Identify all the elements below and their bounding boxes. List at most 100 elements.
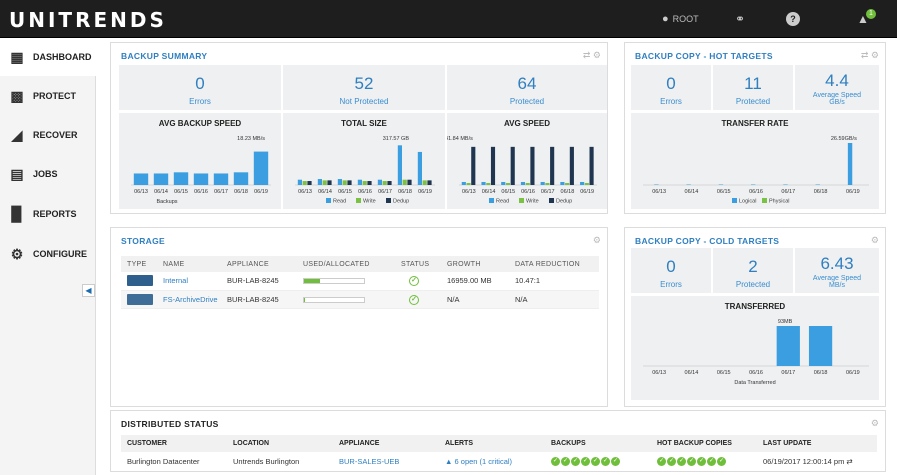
bar-dedup[interactable]	[367, 181, 372, 185]
bar-write[interactable]	[382, 181, 387, 185]
bar-dedup[interactable]	[327, 180, 332, 185]
bar-write[interactable]	[466, 182, 471, 185]
bar-write[interactable]	[505, 182, 511, 185]
stat-not-protected[interactable]: 52 Not Protected	[283, 65, 445, 110]
col-location[interactable]: LOCATION	[227, 435, 333, 452]
alert-bell-icon[interactable]: ▲	[857, 12, 869, 26]
bar-write[interactable]	[565, 182, 570, 185]
sidebar-item-jobs[interactable]: ▤ JOBS	[0, 155, 96, 193]
bar-dedup[interactable]	[510, 146, 515, 185]
col-backups[interactable]: BACKUPS	[545, 435, 651, 452]
refresh-icon[interactable]: ⇄	[860, 50, 869, 60]
col-growth[interactable]: GROWTH	[441, 256, 509, 272]
bar-write[interactable]	[486, 182, 491, 185]
bar-write[interactable]	[545, 182, 550, 185]
stat-errors[interactable]: 0 Errors	[631, 248, 711, 293]
sidebar-item-protect[interactable]: ▩ PROTECT	[0, 77, 96, 115]
col-status[interactable]: STATUS	[395, 256, 441, 272]
stat-protected[interactable]: 64 Protected	[447, 65, 607, 110]
stat-errors[interactable]: 0 Errors	[119, 65, 281, 110]
sidebar-item-dashboard[interactable]: ▦ DASHBOARD	[0, 38, 96, 76]
bar-dedup[interactable]	[490, 146, 496, 185]
bar-backups[interactable]	[133, 173, 149, 185]
bar-logical[interactable]	[847, 143, 853, 185]
bar-read[interactable]	[397, 145, 402, 185]
sidebar-item-reports[interactable]: ▉ REPORTS	[0, 195, 96, 233]
bar-write[interactable]	[342, 180, 347, 185]
branches-icon[interactable]: ⚭	[734, 12, 746, 26]
col-last-update[interactable]: LAST UPDATE	[757, 435, 877, 452]
bar-dedup[interactable]	[569, 146, 574, 185]
bar-write[interactable]	[322, 180, 327, 185]
bar-read[interactable]	[501, 181, 506, 185]
bar-dedup[interactable]	[347, 180, 352, 185]
stat-protected[interactable]: 11 Protected	[713, 65, 793, 110]
bar-dedup[interactable]	[427, 180, 432, 185]
col-reduction[interactable]: DATA REDUCTION	[509, 256, 599, 272]
stat-protected[interactable]: 2 Protected	[713, 248, 793, 293]
stat-average-speed[interactable]: 6.43 Average Speed MB/s	[795, 248, 879, 293]
bar-backups[interactable]	[193, 173, 209, 185]
bar-read[interactable]	[481, 181, 486, 185]
settings-icon[interactable]: ⚙	[592, 50, 601, 60]
col-customer[interactable]: CUSTOMER	[121, 435, 227, 452]
bar-read[interactable]	[540, 181, 545, 185]
settings-icon[interactable]: ⚙	[870, 418, 879, 428]
bar-data-transferred[interactable]	[776, 326, 800, 366]
col-name[interactable]: NAME	[157, 256, 221, 272]
stat-errors[interactable]: 0 Errors	[631, 65, 711, 110]
bar-read[interactable]	[560, 181, 565, 185]
help-icon[interactable]: ?	[786, 12, 800, 26]
bar-backups[interactable]	[213, 173, 229, 185]
col-appliance[interactable]: APPLIANCE	[333, 435, 439, 452]
col-hot-copies[interactable]: HOT BACKUP COPIES	[651, 435, 757, 452]
bar-backups[interactable]	[173, 172, 189, 185]
sidebar-item-configure[interactable]: ⚙ CONFIGURE	[0, 235, 96, 273]
bar-read[interactable]	[337, 179, 342, 185]
bar-read[interactable]	[417, 151, 422, 185]
collapse-sidebar-button[interactable]: ◀	[82, 284, 95, 297]
storage-name-link[interactable]: FS-ArchiveDrive	[163, 294, 218, 304]
bar-write[interactable]	[525, 182, 530, 185]
bar-write[interactable]	[584, 182, 589, 185]
bar-backups[interactable]	[153, 173, 169, 185]
col-appliance[interactable]: APPLIANCE	[221, 256, 297, 272]
bar-dedup[interactable]	[530, 146, 535, 185]
panel-tools[interactable]: ⚙	[871, 418, 879, 429]
col-type[interactable]: TYPE	[121, 256, 157, 272]
bar-dedup[interactable]	[471, 146, 476, 185]
refresh-icon[interactable]: ⇄	[582, 50, 591, 60]
bar-write[interactable]	[302, 181, 307, 185]
table-row[interactable]: Internal BUR-LAB-8245 ✓ 16959.00 MB 10.4…	[121, 272, 599, 291]
bar-read[interactable]	[297, 179, 302, 185]
bar-write[interactable]	[362, 181, 367, 185]
settings-icon[interactable]: ⚙	[870, 50, 879, 60]
bar-dedup[interactable]	[407, 179, 412, 185]
bar-read[interactable]	[377, 179, 382, 185]
table-row[interactable]: FS-ArchiveDrive BUR-LAB-8245 ✓ N/A N/A	[121, 290, 599, 309]
bar-backups[interactable]	[233, 172, 249, 185]
stat-average-speed[interactable]: 4.4 Average Speed GB/s	[795, 65, 879, 110]
bar-write[interactable]	[402, 179, 407, 185]
user-menu[interactable]: ● ROOT	[662, 13, 699, 25]
panel-tools[interactable]: ⚙	[593, 235, 601, 246]
bar-read[interactable]	[580, 181, 585, 185]
alerts-link[interactable]: 6 open (1 critical)	[454, 457, 513, 466]
sync-icon[interactable]: ⇄	[846, 457, 853, 466]
settings-icon[interactable]: ⚙	[592, 235, 601, 245]
sidebar-item-recover[interactable]: ◢ RECOVER	[0, 116, 96, 154]
settings-icon[interactable]: ⚙	[870, 235, 879, 245]
bar-dedup[interactable]	[550, 146, 555, 185]
panel-tools[interactable]: ⇄ ⚙	[583, 50, 601, 61]
bar-backups[interactable]	[253, 151, 269, 185]
appliance-link[interactable]: BUR-SALES-UEB	[339, 457, 400, 466]
col-alerts[interactable]: ALERTS	[439, 435, 545, 452]
bar-read[interactable]	[520, 181, 526, 185]
bar-read[interactable]	[317, 179, 322, 185]
bar-data-transferred[interactable]	[808, 326, 833, 366]
bar-dedup[interactable]	[307, 181, 312, 185]
bar-read[interactable]	[357, 179, 362, 185]
bar-write[interactable]	[422, 180, 427, 185]
col-used[interactable]: USED/ALLOCATED	[297, 256, 395, 272]
panel-tools[interactable]: ⇄ ⚙	[861, 50, 879, 61]
